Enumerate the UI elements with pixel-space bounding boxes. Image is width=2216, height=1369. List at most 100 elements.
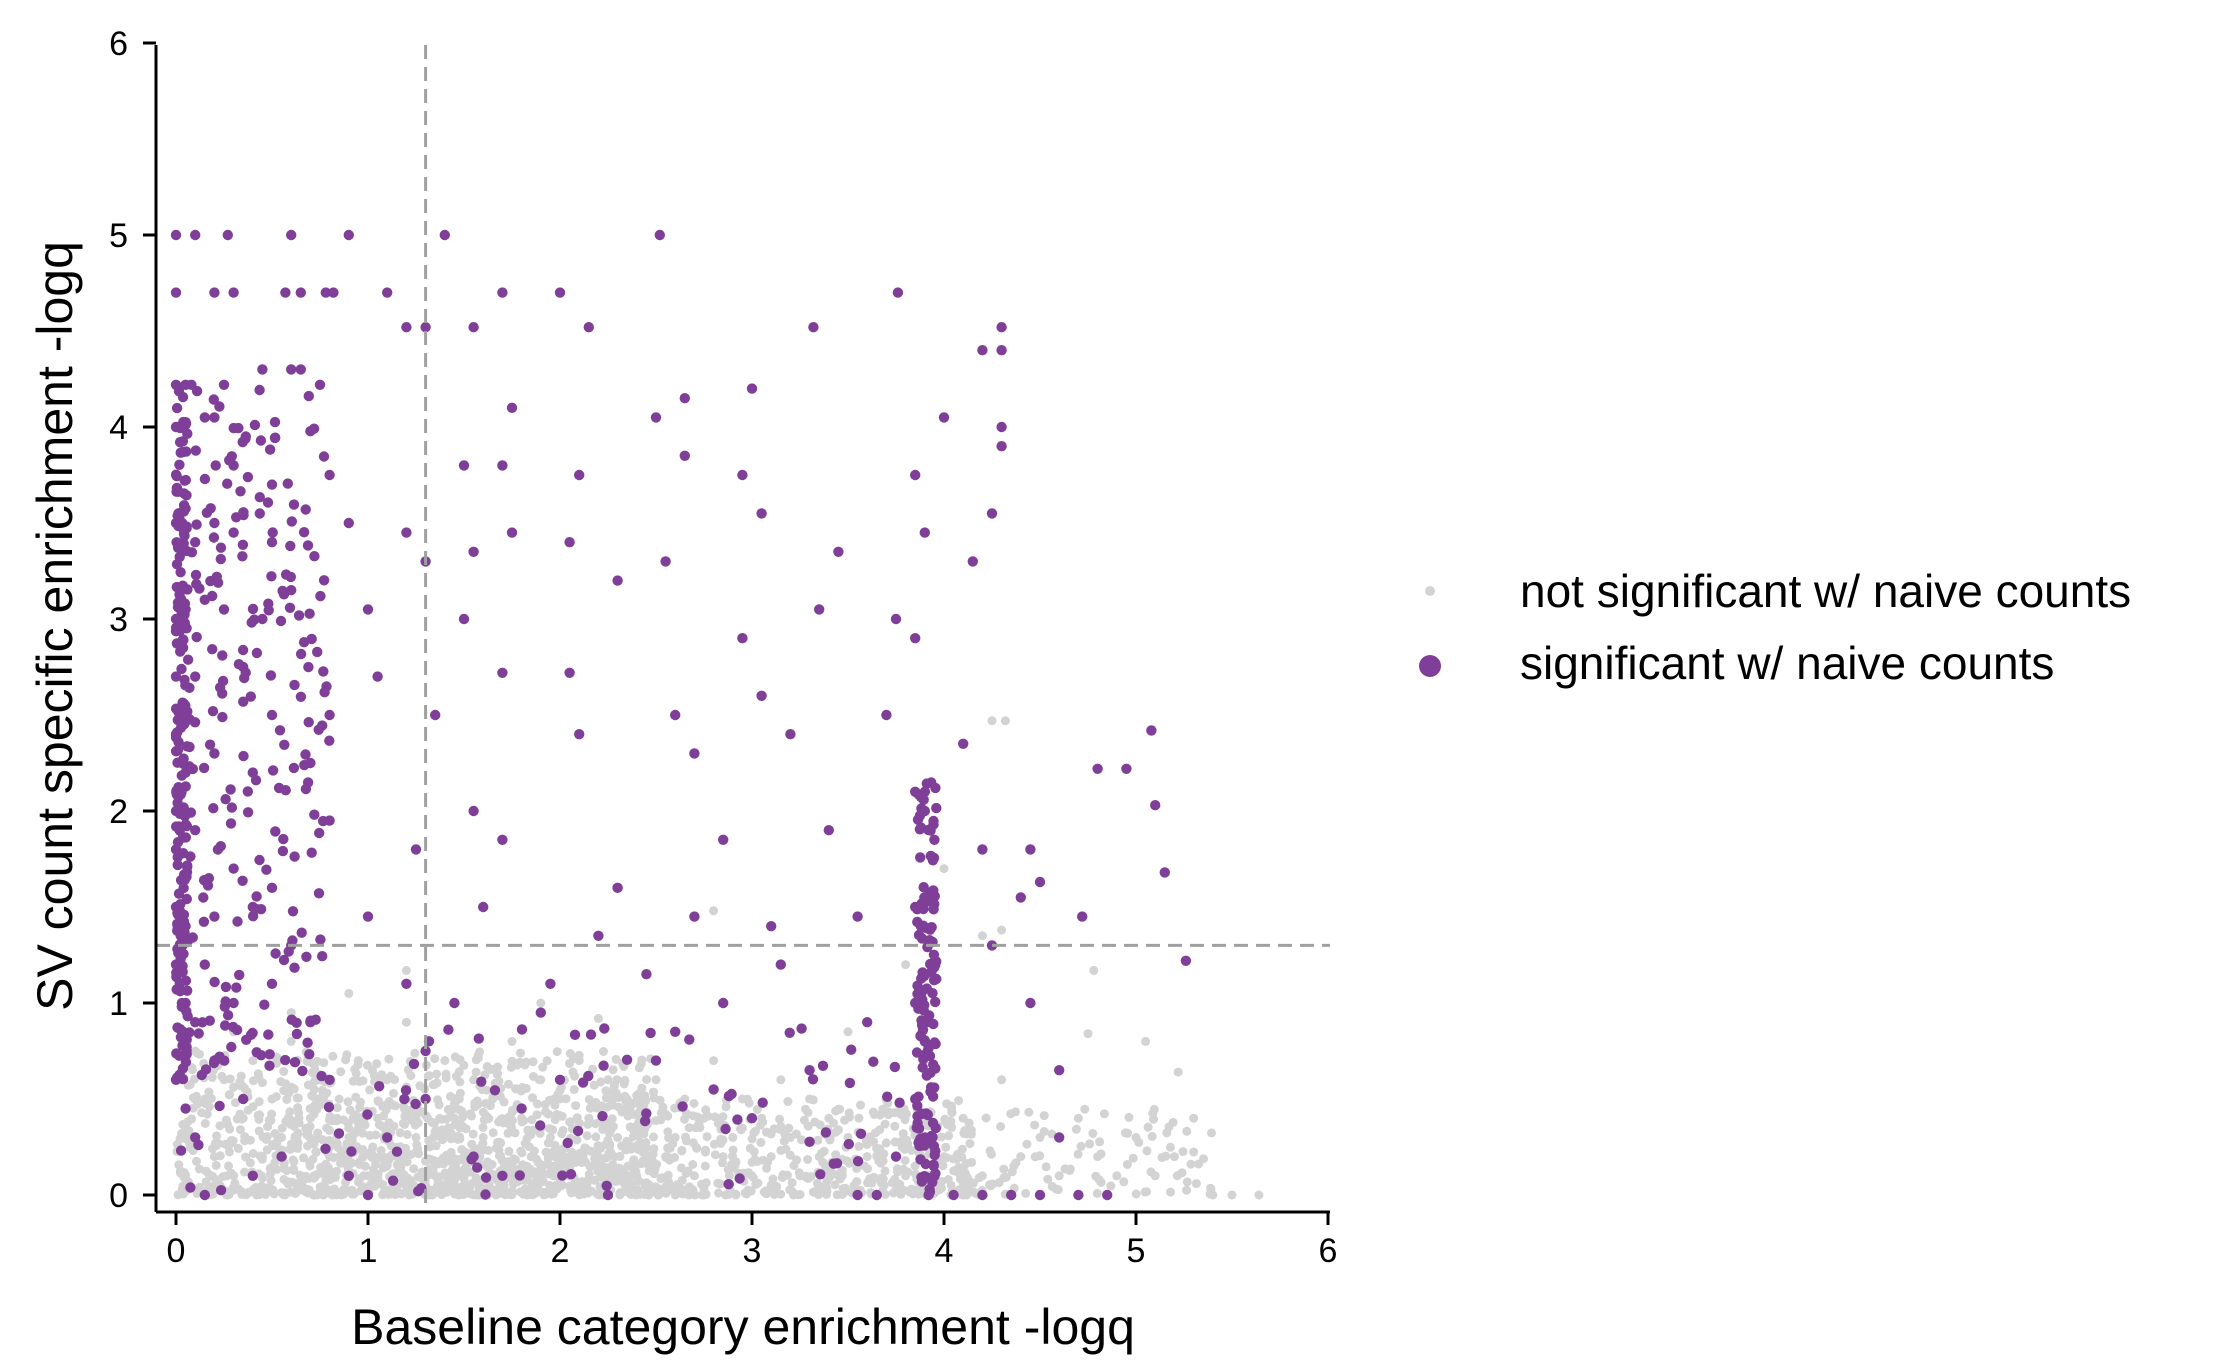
- point-significant: [1015, 892, 1026, 903]
- point-not-significant: [1147, 1131, 1157, 1141]
- point-not-significant: [555, 1094, 565, 1104]
- point-not-significant: [862, 1152, 872, 1162]
- point-not-significant: [890, 1121, 900, 1131]
- point-not-significant: [526, 1152, 536, 1162]
- point-not-significant: [838, 1184, 848, 1193]
- point-significant: [915, 1154, 926, 1165]
- point-significant: [1006, 1189, 1017, 1201]
- point-not-significant: [749, 1147, 759, 1157]
- point-significant: [266, 479, 278, 490]
- point-not-significant: [478, 1107, 488, 1117]
- point-not-significant: [200, 1119, 210, 1128]
- point-not-significant: [272, 1164, 282, 1174]
- point-significant: [328, 287, 339, 298]
- point-significant: [930, 996, 941, 1008]
- point-significant: [894, 1097, 905, 1108]
- point-significant: [269, 432, 281, 444]
- point-significant: [180, 604, 191, 615]
- point-not-significant: [637, 1083, 647, 1093]
- point-significant: [225, 784, 236, 795]
- point-not-significant: [591, 1097, 601, 1107]
- point-significant: [228, 997, 239, 1009]
- point-significant: [1150, 800, 1161, 811]
- point-significant: [641, 969, 652, 980]
- point-significant: [535, 1120, 546, 1131]
- point-not-significant: [313, 1133, 323, 1143]
- point-significant: [209, 412, 220, 423]
- point-not-significant: [937, 1177, 947, 1186]
- point-not-significant: [747, 1134, 757, 1144]
- point-not-significant: [516, 1048, 525, 1058]
- point-not-significant: [1128, 1153, 1138, 1163]
- point-significant: [190, 537, 201, 548]
- point-not-significant: [769, 1189, 779, 1199]
- point-not-significant: [282, 1166, 292, 1176]
- point-significant: [282, 478, 293, 489]
- point-not-significant: [690, 1190, 700, 1200]
- point-not-significant: [301, 1187, 311, 1197]
- point-significant: [170, 421, 182, 433]
- point-not-significant: [544, 1124, 554, 1133]
- point-significant: [324, 735, 335, 746]
- point-significant: [670, 1026, 681, 1038]
- point-not-significant: [670, 1132, 680, 1142]
- point-significant: [910, 997, 921, 1009]
- point-not-significant: [700, 1145, 710, 1155]
- point-significant: [784, 1027, 795, 1039]
- point-significant: [198, 892, 209, 903]
- point-significant: [583, 1070, 594, 1082]
- point-not-significant: [382, 1075, 392, 1085]
- point-significant: [302, 1037, 313, 1048]
- point-significant: [199, 473, 211, 485]
- point-not-significant: [524, 1142, 534, 1152]
- point-not-significant: [509, 1154, 519, 1164]
- point-significant: [420, 322, 431, 333]
- point-not-significant: [1112, 1171, 1122, 1181]
- point-significant: [977, 1189, 988, 1201]
- point-not-significant: [777, 1173, 787, 1182]
- point-not-significant: [322, 1123, 332, 1133]
- point-significant: [180, 420, 191, 431]
- point-not-significant: [1054, 1171, 1064, 1181]
- point-not-significant: [1011, 1158, 1021, 1168]
- point-significant: [286, 585, 297, 596]
- point-significant: [912, 814, 924, 825]
- point-not-significant: [728, 1132, 738, 1142]
- point-not-significant: [376, 1146, 386, 1155]
- point-not-significant: [224, 1090, 234, 1100]
- point-not-significant: [617, 1107, 627, 1117]
- point-not-significant: [999, 1164, 1009, 1174]
- point-significant: [237, 644, 249, 656]
- point-significant: [346, 1146, 357, 1157]
- point-significant: [645, 1027, 656, 1039]
- point-not-significant: [206, 1182, 216, 1192]
- point-significant: [723, 1179, 734, 1190]
- point-not-significant: [277, 1123, 287, 1133]
- point-not-significant: [1091, 1171, 1101, 1181]
- point-significant: [247, 1027, 258, 1039]
- point-not-significant: [524, 1190, 533, 1200]
- point-significant: [171, 402, 183, 414]
- point-significant: [382, 287, 393, 298]
- point-significant: [177, 634, 189, 645]
- point-significant: [890, 1151, 902, 1162]
- point-significant: [913, 929, 925, 941]
- point-significant: [228, 460, 239, 471]
- point-not-significant: [286, 1036, 296, 1046]
- point-not-significant: [1043, 1174, 1053, 1184]
- point-not-significant: [471, 1067, 481, 1077]
- points-layer: [170, 229, 1264, 1201]
- point-not-significant: [344, 1123, 354, 1133]
- point-significant: [297, 1065, 308, 1077]
- point-not-significant: [415, 1081, 425, 1091]
- point-not-significant: [488, 1094, 498, 1104]
- point-significant: [180, 997, 191, 1009]
- point-not-significant: [1106, 1181, 1116, 1191]
- point-significant: [178, 506, 190, 517]
- point-significant: [815, 1169, 826, 1180]
- point-significant: [757, 1097, 768, 1108]
- point-significant: [170, 622, 182, 633]
- point-significant: [267, 527, 278, 538]
- point-not-significant: [467, 1139, 477, 1149]
- point-significant: [185, 851, 196, 862]
